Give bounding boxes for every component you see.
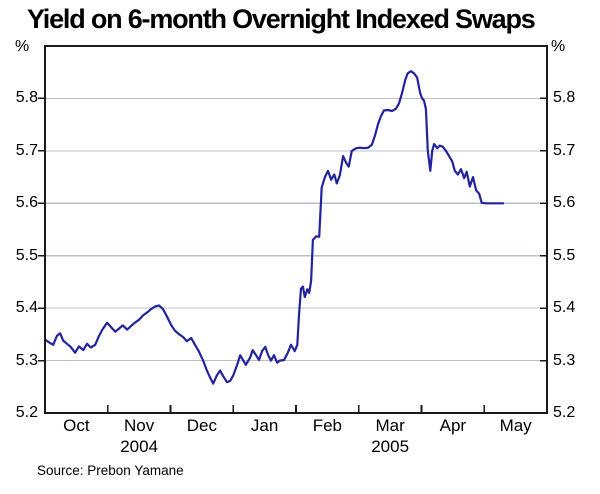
right-percent-unit-label: %	[551, 38, 566, 55]
y-tick-label-left: 5.3	[15, 351, 38, 369]
plot-frame	[44, 45, 548, 414]
y-tick-label-right: 5.5	[553, 246, 576, 264]
month-label: Mar	[375, 416, 405, 435]
y-tick-label-left: 5.6	[15, 194, 38, 212]
source-note: Source: Prebon Yamane	[37, 463, 184, 478]
month-label: Apr	[439, 416, 467, 435]
y-tick-label-left: 5.5	[15, 246, 38, 264]
y-tick-label-right: 5.3	[553, 351, 576, 369]
month-label: Oct	[63, 416, 90, 435]
y-tick-label-right: 5.7	[553, 141, 576, 159]
y-tick-label-left: 5.4	[15, 299, 38, 317]
year-label: 2005	[371, 437, 410, 456]
month-label: Jan	[250, 416, 279, 435]
month-label: Feb	[312, 416, 343, 435]
month-label: Nov	[124, 416, 155, 435]
y-tick-label-left: 5.7	[15, 141, 38, 159]
y-tick-label-left: 5.2	[15, 404, 38, 421]
y-tick-label-right: 5.4	[553, 299, 576, 317]
month-label: May	[499, 416, 532, 435]
month-label: Dec	[186, 416, 217, 435]
y-tick-label-right: 5.6	[553, 194, 576, 212]
chart-title: Yield on 6-month Overnight Indexed Swaps	[27, 4, 536, 34]
yield-line	[43, 70, 505, 385]
y-tick-label-right: 5.8	[553, 89, 576, 107]
year-label: 2004	[120, 437, 159, 456]
y-tick-label-left: 5.8	[15, 89, 38, 107]
y-tick-label-right: 5.2	[553, 404, 576, 421]
left-percent-unit-label: %	[15, 38, 30, 55]
